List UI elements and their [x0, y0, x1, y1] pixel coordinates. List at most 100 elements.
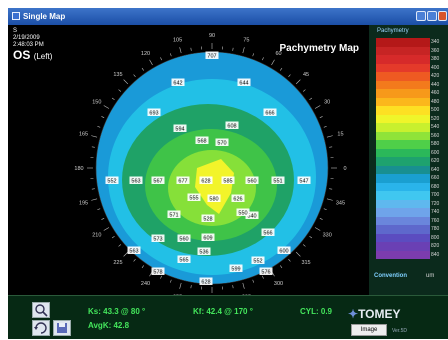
svg-text:536: 536: [199, 250, 208, 256]
scale-swatch: [376, 149, 430, 158]
angle-tick: [150, 60, 153, 65]
image-button[interactable]: Image: [351, 324, 387, 336]
thickness-value: 552: [106, 177, 119, 185]
scale-label: 800: [431, 234, 447, 243]
angle-tick: [324, 209, 327, 210]
thickness-value: 573: [152, 235, 165, 243]
angle-tick: [142, 265, 144, 267]
angle-tick: [97, 126, 100, 127]
thickness-value: 707: [206, 52, 219, 60]
angle-tick: [160, 57, 161, 60]
angle-tick: [303, 90, 305, 92]
svg-text:550: 550: [238, 211, 247, 217]
angle-tick: [119, 244, 121, 246]
angle-tick: [124, 80, 128, 84]
angle-tick: [280, 68, 282, 70]
maximize-button[interactable]: [427, 11, 437, 21]
angle-tick: [253, 280, 254, 283]
scale-label: 600: [431, 149, 447, 158]
thickness-value: 609: [202, 234, 215, 242]
thickness-value: 644: [238, 79, 251, 87]
svg-text:608: 608: [227, 124, 236, 130]
angle-tick: [124, 252, 128, 256]
angle-tick: [91, 199, 97, 201]
svg-text:585: 585: [223, 179, 232, 185]
thickness-value: 578: [152, 268, 165, 276]
angle-tick: [327, 199, 333, 201]
scale-swatch: [376, 55, 430, 64]
svg-text:555: 555: [189, 196, 198, 202]
thickness-value: 626: [232, 195, 245, 203]
svg-text:567: 567: [153, 179, 162, 185]
scale-label: 560: [431, 132, 447, 141]
cyl-reading: CYL: 0.9: [300, 307, 332, 316]
angle-tick: [97, 209, 100, 210]
scale-label: 360: [431, 47, 447, 56]
angle-tick: [253, 53, 254, 56]
close-button[interactable]: [438, 11, 447, 21]
scale-swatch: [376, 251, 430, 260]
angle-label: 180: [74, 166, 83, 172]
scale-swatch: [376, 166, 430, 175]
angle-tick: [180, 47, 182, 53]
scale-swatch: [376, 200, 430, 209]
svg-text:570: 570: [217, 141, 226, 147]
scale-label: 660: [431, 174, 447, 183]
angle-label: 330: [323, 233, 332, 239]
angle-tick: [243, 47, 245, 53]
angle-tick: [315, 228, 320, 231]
ks-reading: Ks: 43.3 @ 80 °: [88, 307, 145, 316]
thickness-value: 547: [298, 177, 311, 185]
svg-text:580: 580: [209, 197, 218, 203]
scale-label: 820: [431, 242, 447, 251]
scale-label: 760: [431, 217, 447, 226]
thickness-value: 536: [198, 248, 211, 256]
pachymetry-map-panel: S 2/19/2009 2:48:03 PM OS (Left) Pachyme…: [8, 25, 369, 295]
scale-swatch: [376, 98, 430, 107]
scale-label: 580: [431, 140, 447, 149]
svg-text:594: 594: [175, 127, 184, 133]
save-button[interactable]: [53, 320, 71, 336]
scale-swatch: [376, 234, 430, 243]
thickness-value: 642: [172, 79, 185, 87]
angle-label: 345: [336, 200, 345, 206]
angle-tick: [112, 236, 114, 238]
angle-tick: [134, 259, 136, 261]
angle-tick: [92, 147, 95, 148]
svg-text:528: 528: [203, 217, 212, 223]
svg-text:628: 628: [201, 280, 210, 286]
scale-swatch: [376, 140, 430, 149]
refresh-button[interactable]: [32, 320, 50, 336]
svg-text:693: 693: [149, 111, 158, 117]
minimize-button[interactable]: [416, 11, 426, 21]
floppy-disk-icon: [54, 321, 70, 335]
scale-label: 840: [431, 251, 447, 260]
svg-text:551: 551: [273, 179, 282, 185]
window-title: Single Map: [23, 12, 65, 21]
scale-swatch: [376, 217, 430, 226]
scale-swatch: [376, 174, 430, 183]
svg-text:600: 600: [279, 249, 288, 255]
scale-label: 740: [431, 208, 447, 217]
angle-tick: [262, 276, 263, 279]
svg-text:599: 599: [231, 267, 240, 273]
angle-tick: [320, 218, 323, 219]
svg-text:552: 552: [107, 179, 116, 185]
angle-tick: [191, 285, 192, 288]
svg-text:571: 571: [169, 213, 178, 219]
convention-label: Convention: [374, 273, 407, 279]
scale-label: 780: [431, 225, 447, 234]
angle-tick: [309, 236, 311, 238]
angle-tick: [329, 147, 332, 148]
angle-label: 315: [301, 260, 310, 266]
angle-tick: [272, 60, 275, 65]
thickness-value: 628: [200, 177, 213, 185]
angle-tick: [104, 228, 109, 231]
svg-text:642: 642: [173, 81, 182, 87]
thickness-value: 568: [196, 137, 209, 145]
scale-label: 380: [431, 55, 447, 64]
zoom-button[interactable]: [32, 302, 50, 318]
thickness-value: 551: [272, 177, 285, 185]
